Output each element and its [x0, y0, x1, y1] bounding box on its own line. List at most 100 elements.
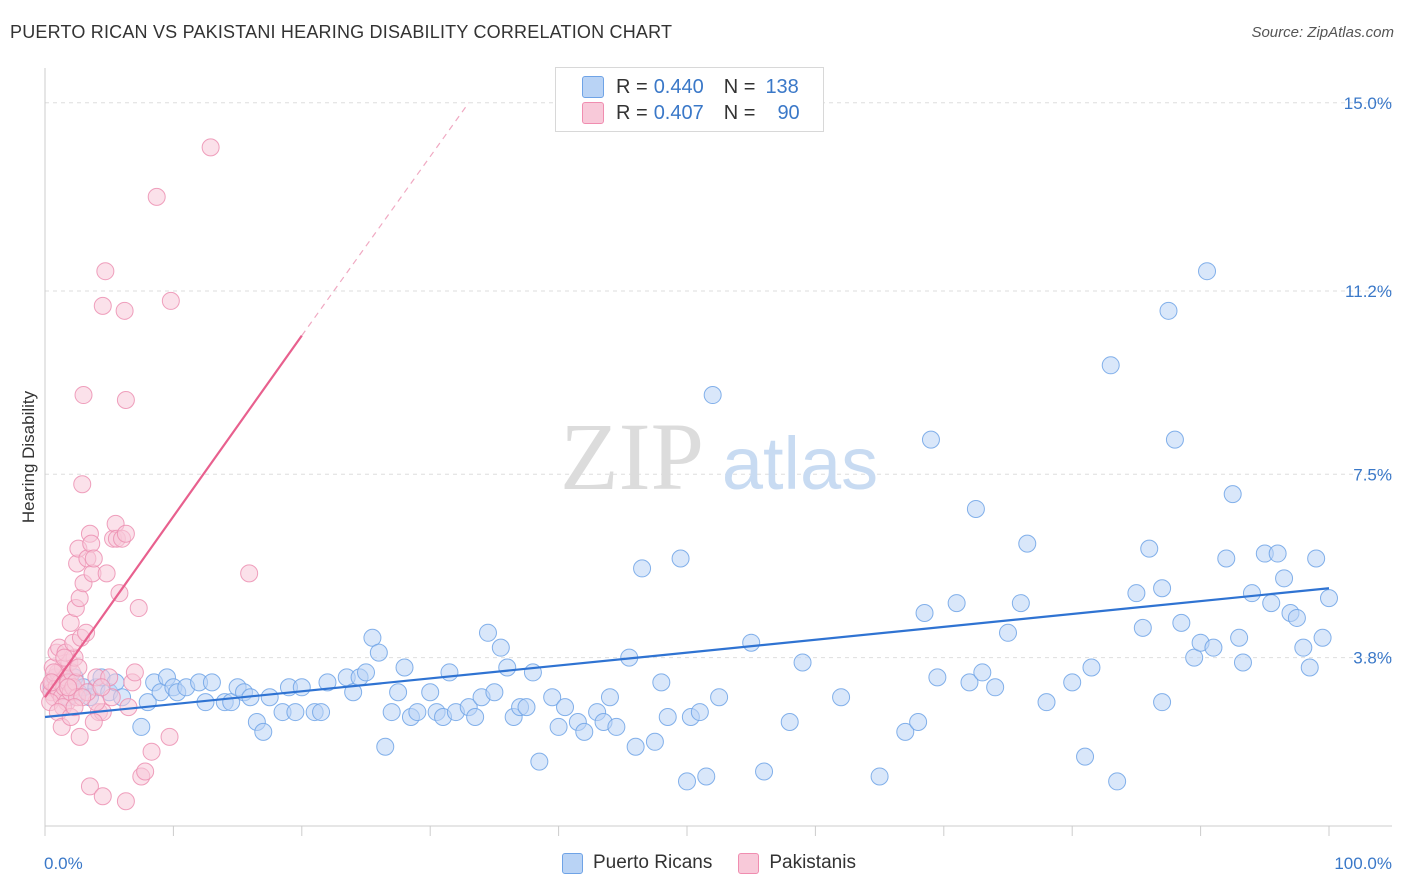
data-point — [357, 663, 375, 682]
data-point — [97, 564, 116, 583]
data-point — [376, 737, 395, 756]
data-point — [690, 703, 709, 722]
data-point — [70, 727, 89, 746]
data-point — [129, 599, 148, 618]
data-point — [870, 767, 889, 786]
data-point — [1287, 608, 1306, 627]
data-point — [369, 643, 388, 662]
data-point — [478, 623, 497, 642]
data-point — [201, 138, 220, 157]
data-point — [421, 683, 440, 702]
data-point — [1242, 584, 1261, 603]
data-point — [125, 663, 144, 682]
data-point — [1037, 693, 1056, 712]
data-point — [607, 717, 626, 736]
y-tick-label: 15.0% — [1344, 94, 1392, 113]
bottom-legend-pakistanis[interactable]: Pakistanis — [738, 852, 856, 874]
chart-title: PUERTO RICAN VS PAKISTANI HEARING DISABI… — [10, 22, 673, 42]
data-point — [142, 742, 161, 761]
data-point — [382, 703, 401, 722]
series-puerto-ricans — [42, 262, 1338, 791]
tick-labels: 3.8% 7.5% 11.2% 15.0% 0.0% 100.0% — [44, 94, 1392, 873]
data-point — [710, 688, 729, 707]
data-point — [1223, 485, 1242, 504]
data-point — [1217, 549, 1236, 568]
data-point — [84, 712, 103, 731]
legend-n-label: N = — [723, 75, 756, 98]
data-point — [70, 589, 89, 608]
data-point — [1300, 658, 1319, 677]
bottom-legend-swatch-pink — [738, 852, 760, 874]
legend-r-value: 0.407 — [653, 101, 704, 124]
data-point — [1204, 638, 1223, 657]
data-point — [93, 787, 112, 806]
data-point — [69, 658, 88, 677]
data-point — [626, 737, 645, 756]
data-point — [73, 475, 92, 494]
data-point — [116, 524, 135, 543]
data-point — [1108, 772, 1127, 791]
y-tick-label: 11.2% — [1345, 282, 1392, 301]
data-point — [915, 603, 934, 622]
legend-r-label: R = — [616, 75, 648, 98]
data-point — [1153, 579, 1172, 598]
data-point — [921, 430, 940, 449]
data-point — [1018, 534, 1037, 553]
data-point — [80, 777, 99, 796]
data-point — [136, 762, 155, 781]
gridlines — [45, 102, 1392, 659]
data-point — [408, 703, 427, 722]
data-point — [896, 722, 915, 741]
data-point — [1153, 693, 1172, 712]
data-point — [575, 722, 594, 741]
data-point — [260, 688, 279, 707]
data-point — [530, 752, 549, 771]
data-point — [1185, 648, 1204, 667]
legend-r-value: 0.440 — [653, 75, 704, 98]
x-tick-label-min: 0.0% — [44, 854, 83, 873]
data-point — [161, 291, 180, 310]
data-point — [116, 390, 135, 409]
data-point — [92, 678, 111, 697]
data-point — [1230, 628, 1249, 647]
data-point — [1307, 549, 1326, 568]
data-point — [652, 673, 671, 692]
data-point — [42, 673, 61, 692]
bottom-legend: Puerto Ricans Pakistanis — [562, 852, 882, 874]
data-point — [633, 559, 652, 578]
data-point — [498, 658, 517, 677]
data-point — [1294, 638, 1313, 657]
data-point — [116, 792, 135, 811]
legend: R = 0.440 N = 138 R = 0.407 N = 90 — [555, 67, 824, 132]
data-point — [286, 703, 305, 722]
legend-r-label: R = — [616, 101, 648, 124]
data-point — [1140, 539, 1159, 558]
data-point — [363, 628, 382, 647]
data-point — [74, 386, 93, 405]
data-point — [600, 688, 619, 707]
data-point — [1165, 430, 1184, 449]
data-point — [491, 638, 510, 657]
legend-swatch-pink — [582, 102, 604, 124]
data-point — [1313, 628, 1332, 647]
data-point — [543, 688, 562, 707]
trend-line-puerto-ricans — [44, 587, 1330, 719]
bottom-legend-puerto-ricans[interactable]: Puerto Ricans — [562, 852, 712, 874]
bottom-legend-label: Puerto Ricans — [593, 852, 713, 873]
data-point — [1101, 356, 1120, 375]
data-point — [1082, 658, 1101, 677]
legend-n-label: N = — [723, 101, 756, 124]
data-point — [703, 386, 722, 405]
data-point — [549, 717, 568, 736]
source-label: Source: ZipAtlas.com — [1251, 24, 1394, 41]
legend-row-pakistanis: R = 0.407 N = 90 — [582, 101, 800, 125]
data-point — [671, 549, 690, 568]
data-point — [999, 623, 1017, 642]
data-point — [1198, 262, 1217, 281]
data-point — [160, 727, 179, 746]
data-point — [793, 653, 812, 672]
watermark-atlas: atlas — [722, 422, 878, 505]
trend-line-pakistanis — [44, 334, 303, 698]
data-point — [1320, 589, 1338, 608]
